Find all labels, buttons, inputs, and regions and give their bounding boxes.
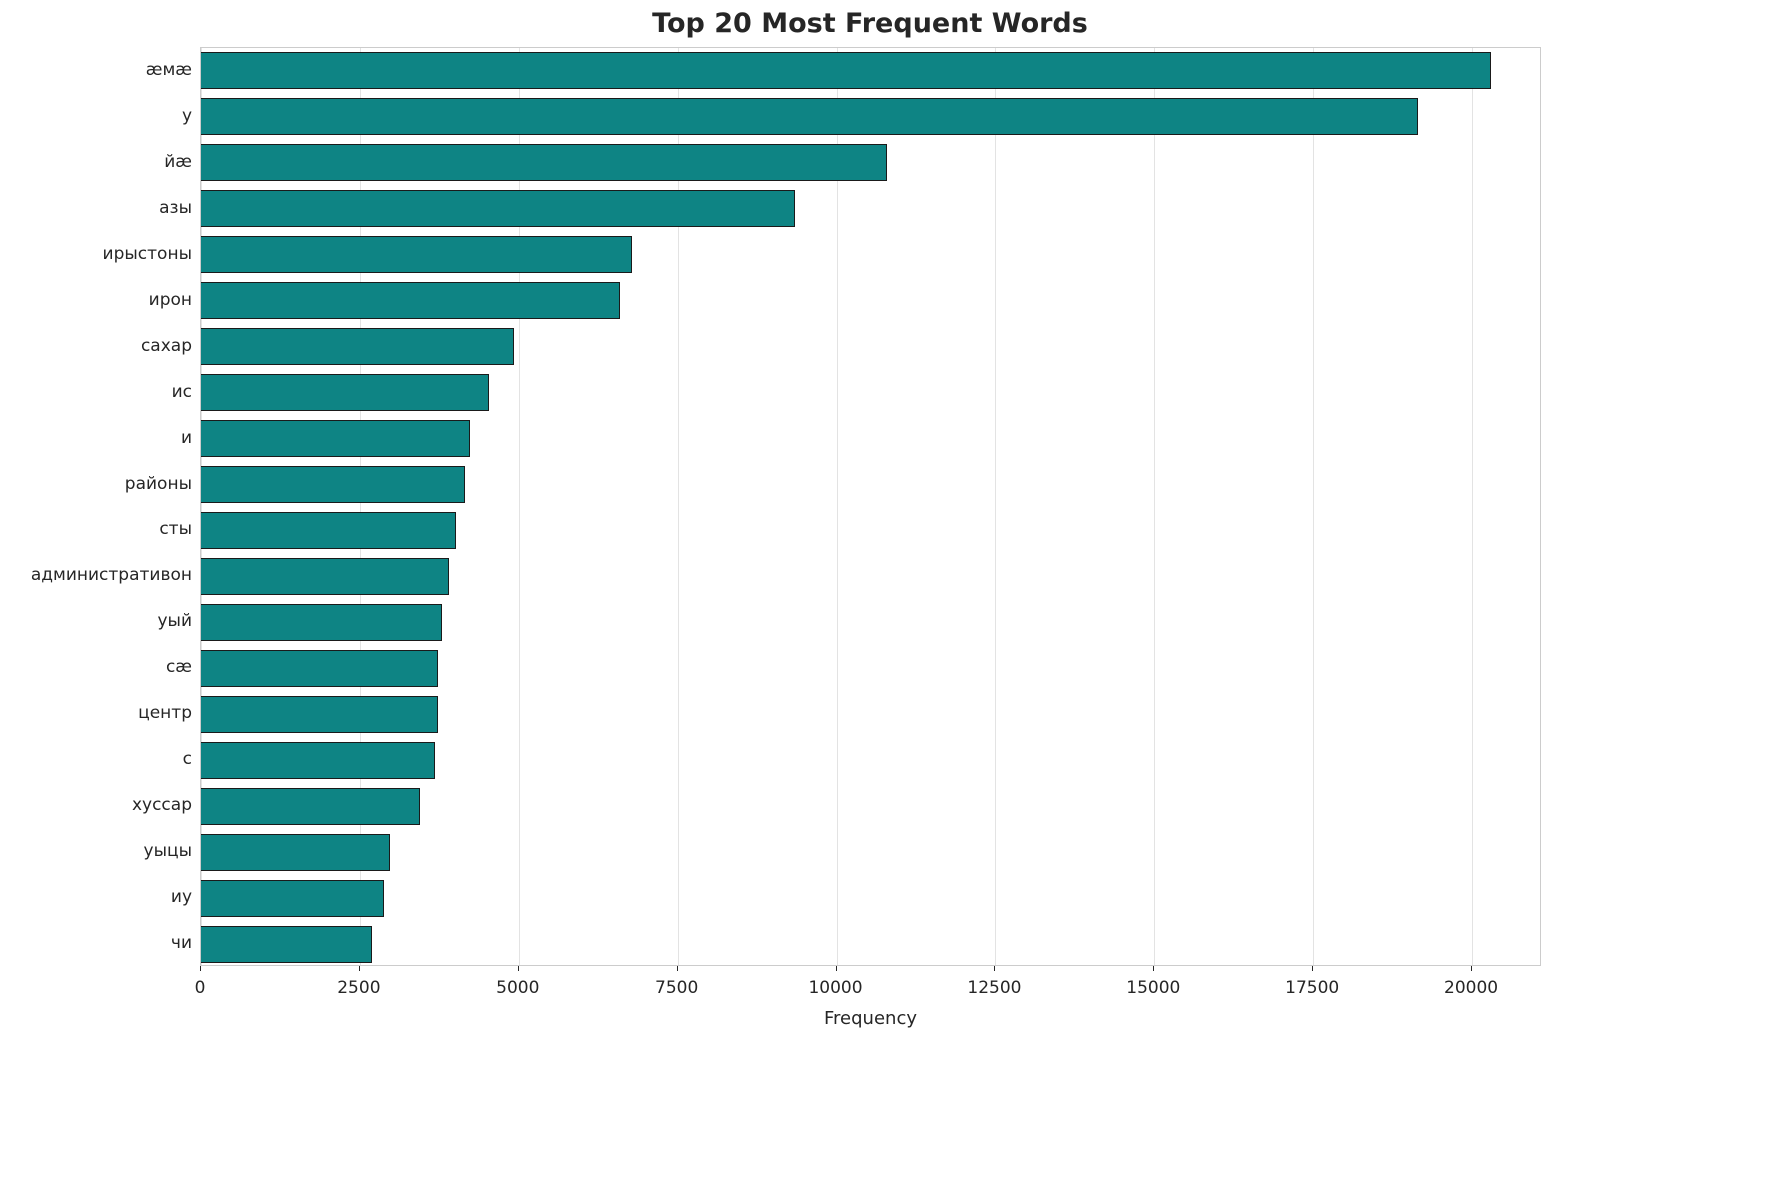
x-tick-mark <box>676 966 678 971</box>
y-tick-label: центр <box>138 703 192 724</box>
y-tick-label: сахар <box>140 335 192 356</box>
bar <box>201 466 465 503</box>
bar <box>201 98 1419 135</box>
gridline <box>1313 48 1315 965</box>
x-tick-label: 7500 <box>655 978 699 998</box>
gridline <box>995 48 997 965</box>
x-tick-label: 2500 <box>337 978 381 998</box>
x-tick-label: 0 <box>194 978 206 998</box>
x-tick-mark <box>200 966 201 971</box>
bar <box>201 374 489 411</box>
y-tick-label: иу <box>170 887 192 908</box>
gridline <box>1472 48 1474 965</box>
y-tick-label: ис <box>171 381 192 402</box>
x-tick-label: 15000 <box>1126 978 1181 998</box>
y-tick-label: сæ <box>165 657 192 678</box>
gridline <box>677 48 679 965</box>
bar <box>201 742 435 779</box>
y-tick-label: районы <box>124 473 192 494</box>
x-tick-mark <box>835 966 837 971</box>
y-tick-label: у <box>181 105 192 126</box>
bar <box>201 190 796 227</box>
y-tick-label: сты <box>159 519 192 540</box>
x-tick-mark <box>517 966 519 971</box>
bar <box>201 328 514 365</box>
x-tick-label: 5000 <box>496 978 540 998</box>
y-tick-label: уыцы <box>143 841 192 862</box>
bar <box>201 696 439 733</box>
bar <box>201 236 632 273</box>
x-tick-label: 20000 <box>1444 978 1499 998</box>
y-tick-label: и <box>180 427 192 448</box>
gridline <box>1154 48 1156 965</box>
bar <box>201 834 390 871</box>
y-tick-label: с <box>182 749 192 770</box>
y-tick-label: уый <box>157 611 192 632</box>
y-tick-label: йæ <box>164 151 192 172</box>
bar <box>201 650 439 687</box>
y-tick-label: азы <box>159 197 192 218</box>
x-tick-label: 12500 <box>967 978 1022 998</box>
y-tick-label: ирон <box>148 289 192 310</box>
bar <box>201 420 471 457</box>
bar <box>201 282 620 319</box>
gridline <box>359 48 361 965</box>
x-tick-mark <box>1312 966 1314 971</box>
plot-area <box>200 47 1541 966</box>
bar <box>201 880 385 917</box>
x-tick-mark <box>994 966 996 971</box>
y-tick-label: чи <box>170 933 192 954</box>
x-tick-mark <box>1471 966 1473 971</box>
bar <box>201 558 450 595</box>
y-tick-label: хуссар <box>131 795 192 816</box>
x-tick-mark <box>358 966 360 971</box>
gridline <box>201 48 202 965</box>
bar <box>201 604 442 641</box>
y-tick-label: административон <box>30 565 192 586</box>
x-tick-mark <box>1153 966 1155 971</box>
y-tick-label: ирыстоны <box>102 243 192 264</box>
x-tick-label: 10000 <box>808 978 863 998</box>
gridline <box>836 48 838 965</box>
gridline <box>518 48 520 965</box>
bar <box>201 512 457 549</box>
bar <box>201 52 1492 89</box>
y-tick-label: æмæ <box>145 59 192 80</box>
bar <box>201 144 888 181</box>
chart-title: Top 20 Most Frequent Words <box>652 8 1088 39</box>
bar <box>201 926 372 963</box>
x-axis-label: Frequency <box>824 1008 917 1029</box>
x-tick-label: 17500 <box>1285 978 1340 998</box>
bar <box>201 788 420 825</box>
